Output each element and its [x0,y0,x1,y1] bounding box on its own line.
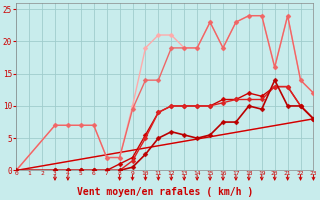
X-axis label: Vent moyen/en rafales ( km/h ): Vent moyen/en rafales ( km/h ) [77,187,253,197]
